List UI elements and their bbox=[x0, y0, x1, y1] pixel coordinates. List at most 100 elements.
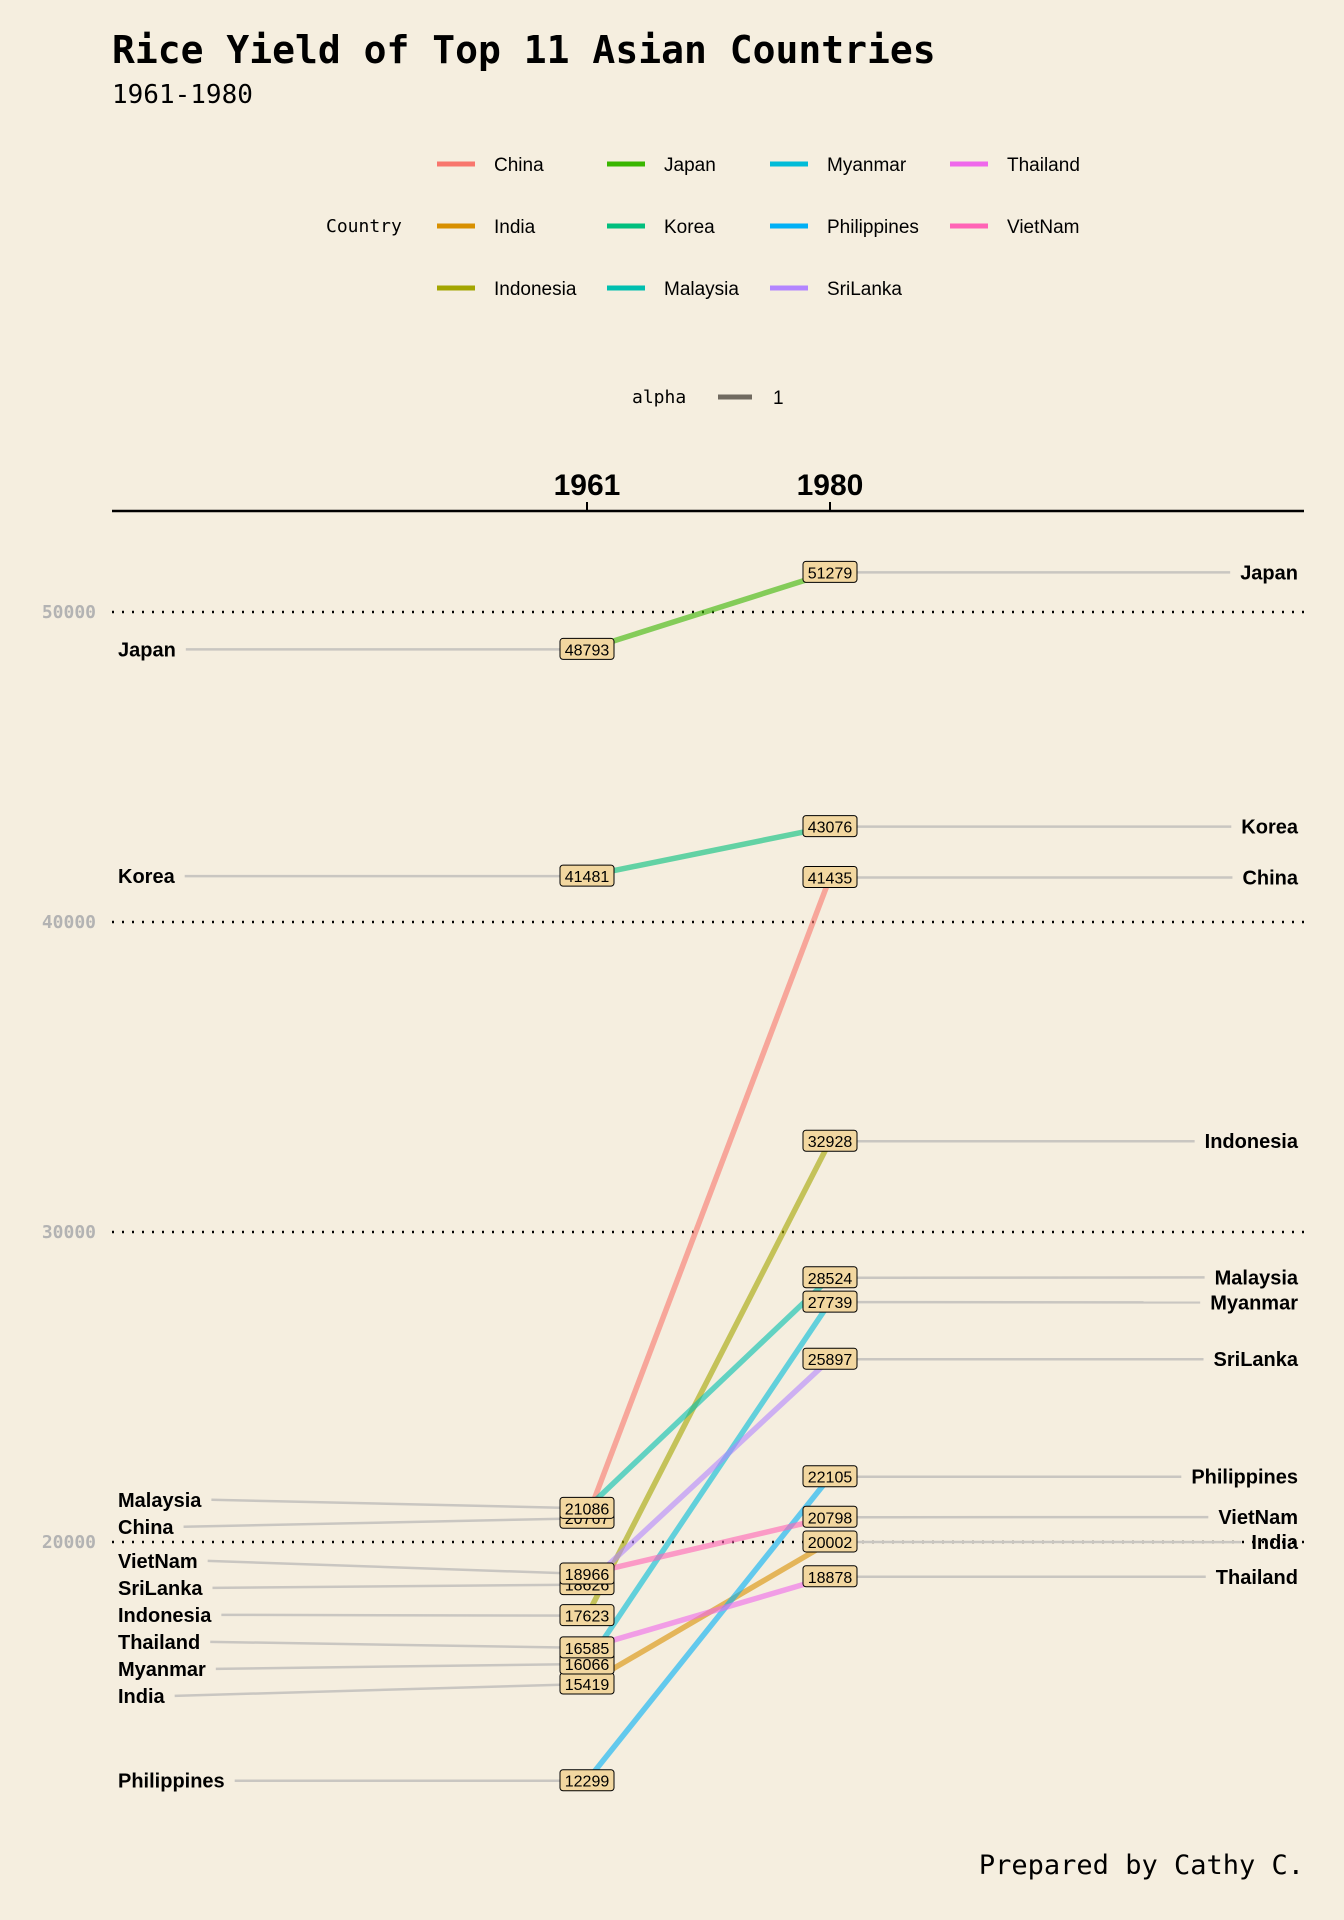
legend-label-srilanka: SriLanka bbox=[827, 279, 902, 300]
connector-left-srilanka bbox=[212, 1583, 588, 1590]
value-label-box bbox=[559, 637, 615, 660]
value-label-box bbox=[559, 1769, 615, 1792]
value-label-box bbox=[559, 1562, 615, 1585]
value-label-box bbox=[802, 1290, 858, 1313]
connector-left-malaysia bbox=[211, 1498, 588, 1510]
legend-label-indonesia: Indonesia bbox=[494, 279, 577, 300]
legend-label-korea: Korea bbox=[664, 217, 715, 238]
slope-line-china bbox=[584, 876, 833, 1520]
value-label-india-1980: 20002 bbox=[802, 1530, 858, 1553]
slope-line-thailand bbox=[586, 1574, 831, 1651]
value-label-box bbox=[802, 815, 858, 838]
value-label-text: 43076 bbox=[808, 820, 853, 837]
value-label-text: 16585 bbox=[565, 1641, 610, 1658]
slope-lines bbox=[584, 569, 833, 1783]
chart-subtitle: 1961-1980 bbox=[112, 80, 253, 110]
slope-line-srilanka bbox=[585, 1357, 832, 1587]
value-label-text: 48793 bbox=[565, 642, 610, 659]
connector-left-thailand bbox=[210, 1640, 588, 1650]
value-label-china-1980: 41435 bbox=[802, 866, 858, 889]
legend-label-india: India bbox=[494, 217, 536, 238]
value-label-vietnam-1980: 20798 bbox=[802, 1505, 858, 1528]
country-label-left-malaysia: Malaysia bbox=[118, 1490, 202, 1512]
y-tick-label-40000: 40000 bbox=[42, 912, 96, 933]
legend-label-vietnam: VietNam bbox=[1007, 217, 1080, 238]
value-label-text: 15419 bbox=[565, 1677, 610, 1694]
connector-lines bbox=[174, 571, 1242, 1782]
country-label-right-vietnam: VietNam bbox=[1218, 1507, 1298, 1529]
value-label-philippines-1961: 12299 bbox=[559, 1769, 615, 1792]
value-label-box bbox=[559, 1604, 615, 1627]
slope-line-vietnam bbox=[586, 1514, 831, 1577]
value-label-thailand-1961: 16585 bbox=[559, 1636, 615, 1659]
legend-title-alpha: alpha bbox=[632, 387, 686, 408]
value-label-srilanka-1980: 25897 bbox=[802, 1347, 858, 1370]
value-label-box bbox=[559, 1636, 615, 1659]
legend-label-china: China bbox=[494, 155, 544, 176]
legend: Country China India Indonesia Japan Korea Mal… bbox=[326, 155, 1080, 409]
legend-items: China India Indonesia Japan Korea Malaysia Mya… bbox=[437, 155, 1080, 300]
country-label-right-indonesia: Indonesia bbox=[1205, 1131, 1299, 1153]
slope-line-korea bbox=[586, 823, 831, 879]
value-label-box bbox=[802, 1465, 858, 1488]
value-label-box bbox=[802, 560, 858, 583]
value-label-box bbox=[559, 864, 615, 887]
chart-title: Rice Yield of Top 11 Asian Countries bbox=[112, 28, 936, 72]
country-label-right-china: China bbox=[1242, 868, 1298, 890]
value-label-box bbox=[802, 1266, 858, 1289]
value-label-india-1961: 15419 bbox=[559, 1672, 615, 1695]
value-label-vietnam-1961: 18966 bbox=[559, 1562, 615, 1585]
y-tick-label-50000: 50000 bbox=[42, 602, 96, 623]
connector-left-vietnam bbox=[207, 1559, 588, 1576]
value-label-text: 17623 bbox=[565, 1609, 610, 1626]
value-label-box bbox=[802, 1505, 858, 1528]
x-axis: 1961 1980 bbox=[112, 469, 1304, 513]
legend-label-philippines: Philippines bbox=[827, 217, 919, 238]
slope-line-japan bbox=[586, 569, 831, 653]
slope-line-malaysia bbox=[585, 1275, 832, 1511]
y-axis-ticks: 20000 30000 40000 50000 bbox=[42, 602, 96, 1553]
slope-line-indonesia bbox=[584, 1139, 833, 1617]
value-label-text: 51279 bbox=[808, 565, 853, 582]
legend-label-myanmar: Myanmar bbox=[827, 155, 907, 176]
connector-left-indonesia bbox=[221, 1613, 588, 1617]
legend-label-thailand: Thailand bbox=[1007, 155, 1080, 176]
value-label-text: 41481 bbox=[565, 869, 610, 886]
value-label-box bbox=[802, 1347, 858, 1370]
country-label-left-myanmar: Myanmar bbox=[118, 1659, 206, 1681]
value-label-text: 21086 bbox=[565, 1501, 610, 1518]
country-label-right-srilanka: SriLanka bbox=[1214, 1349, 1299, 1371]
country-label-left-philippines: Philippines bbox=[118, 1771, 225, 1793]
value-label-text: 16066 bbox=[565, 1657, 610, 1674]
value-label-text: 20798 bbox=[808, 1510, 853, 1527]
country-label-left-srilanka: SriLanka bbox=[118, 1578, 203, 1600]
legend-label-alpha: 1 bbox=[773, 388, 784, 409]
x-tick-label-1980: 1980 bbox=[797, 469, 864, 502]
value-label-myanmar-1980: 27739 bbox=[802, 1290, 858, 1313]
slope-line-myanmar bbox=[584, 1300, 833, 1666]
value-label-box bbox=[802, 866, 858, 889]
country-label-left-thailand: Thailand bbox=[118, 1632, 200, 1654]
y-tick-label-30000: 30000 bbox=[42, 1222, 96, 1243]
value-label-text: 32928 bbox=[808, 1134, 853, 1151]
value-label-korea-1980: 43076 bbox=[802, 815, 858, 838]
slope-line-philippines bbox=[584, 1475, 833, 1783]
country-label-right-korea: Korea bbox=[1241, 817, 1299, 839]
value-label-korea-1961: 41481 bbox=[559, 864, 615, 887]
value-label-text: 25897 bbox=[808, 1352, 853, 1369]
country-label-right-myanmar: Myanmar bbox=[1210, 1292, 1298, 1314]
x-tick-label-1961: 1961 bbox=[554, 469, 621, 502]
value-label-box bbox=[559, 1496, 615, 1519]
value-label-philippines-1980: 22105 bbox=[802, 1465, 858, 1488]
country-label-left-china: China bbox=[118, 1517, 174, 1539]
country-label-left-vietnam: VietNam bbox=[118, 1551, 198, 1573]
country-label-left-japan: Japan bbox=[118, 639, 176, 661]
connector-left-india bbox=[174, 1682, 588, 1698]
legend-label-malaysia: Malaysia bbox=[664, 279, 739, 300]
country-label-right-japan: Japan bbox=[1240, 562, 1298, 584]
connector-left-china bbox=[183, 1516, 588, 1529]
value-label-japan-1961: 48793 bbox=[559, 637, 615, 660]
chart-caption: Prepared by Cathy C. bbox=[978, 1850, 1304, 1881]
value-label-text: 41435 bbox=[808, 871, 853, 888]
